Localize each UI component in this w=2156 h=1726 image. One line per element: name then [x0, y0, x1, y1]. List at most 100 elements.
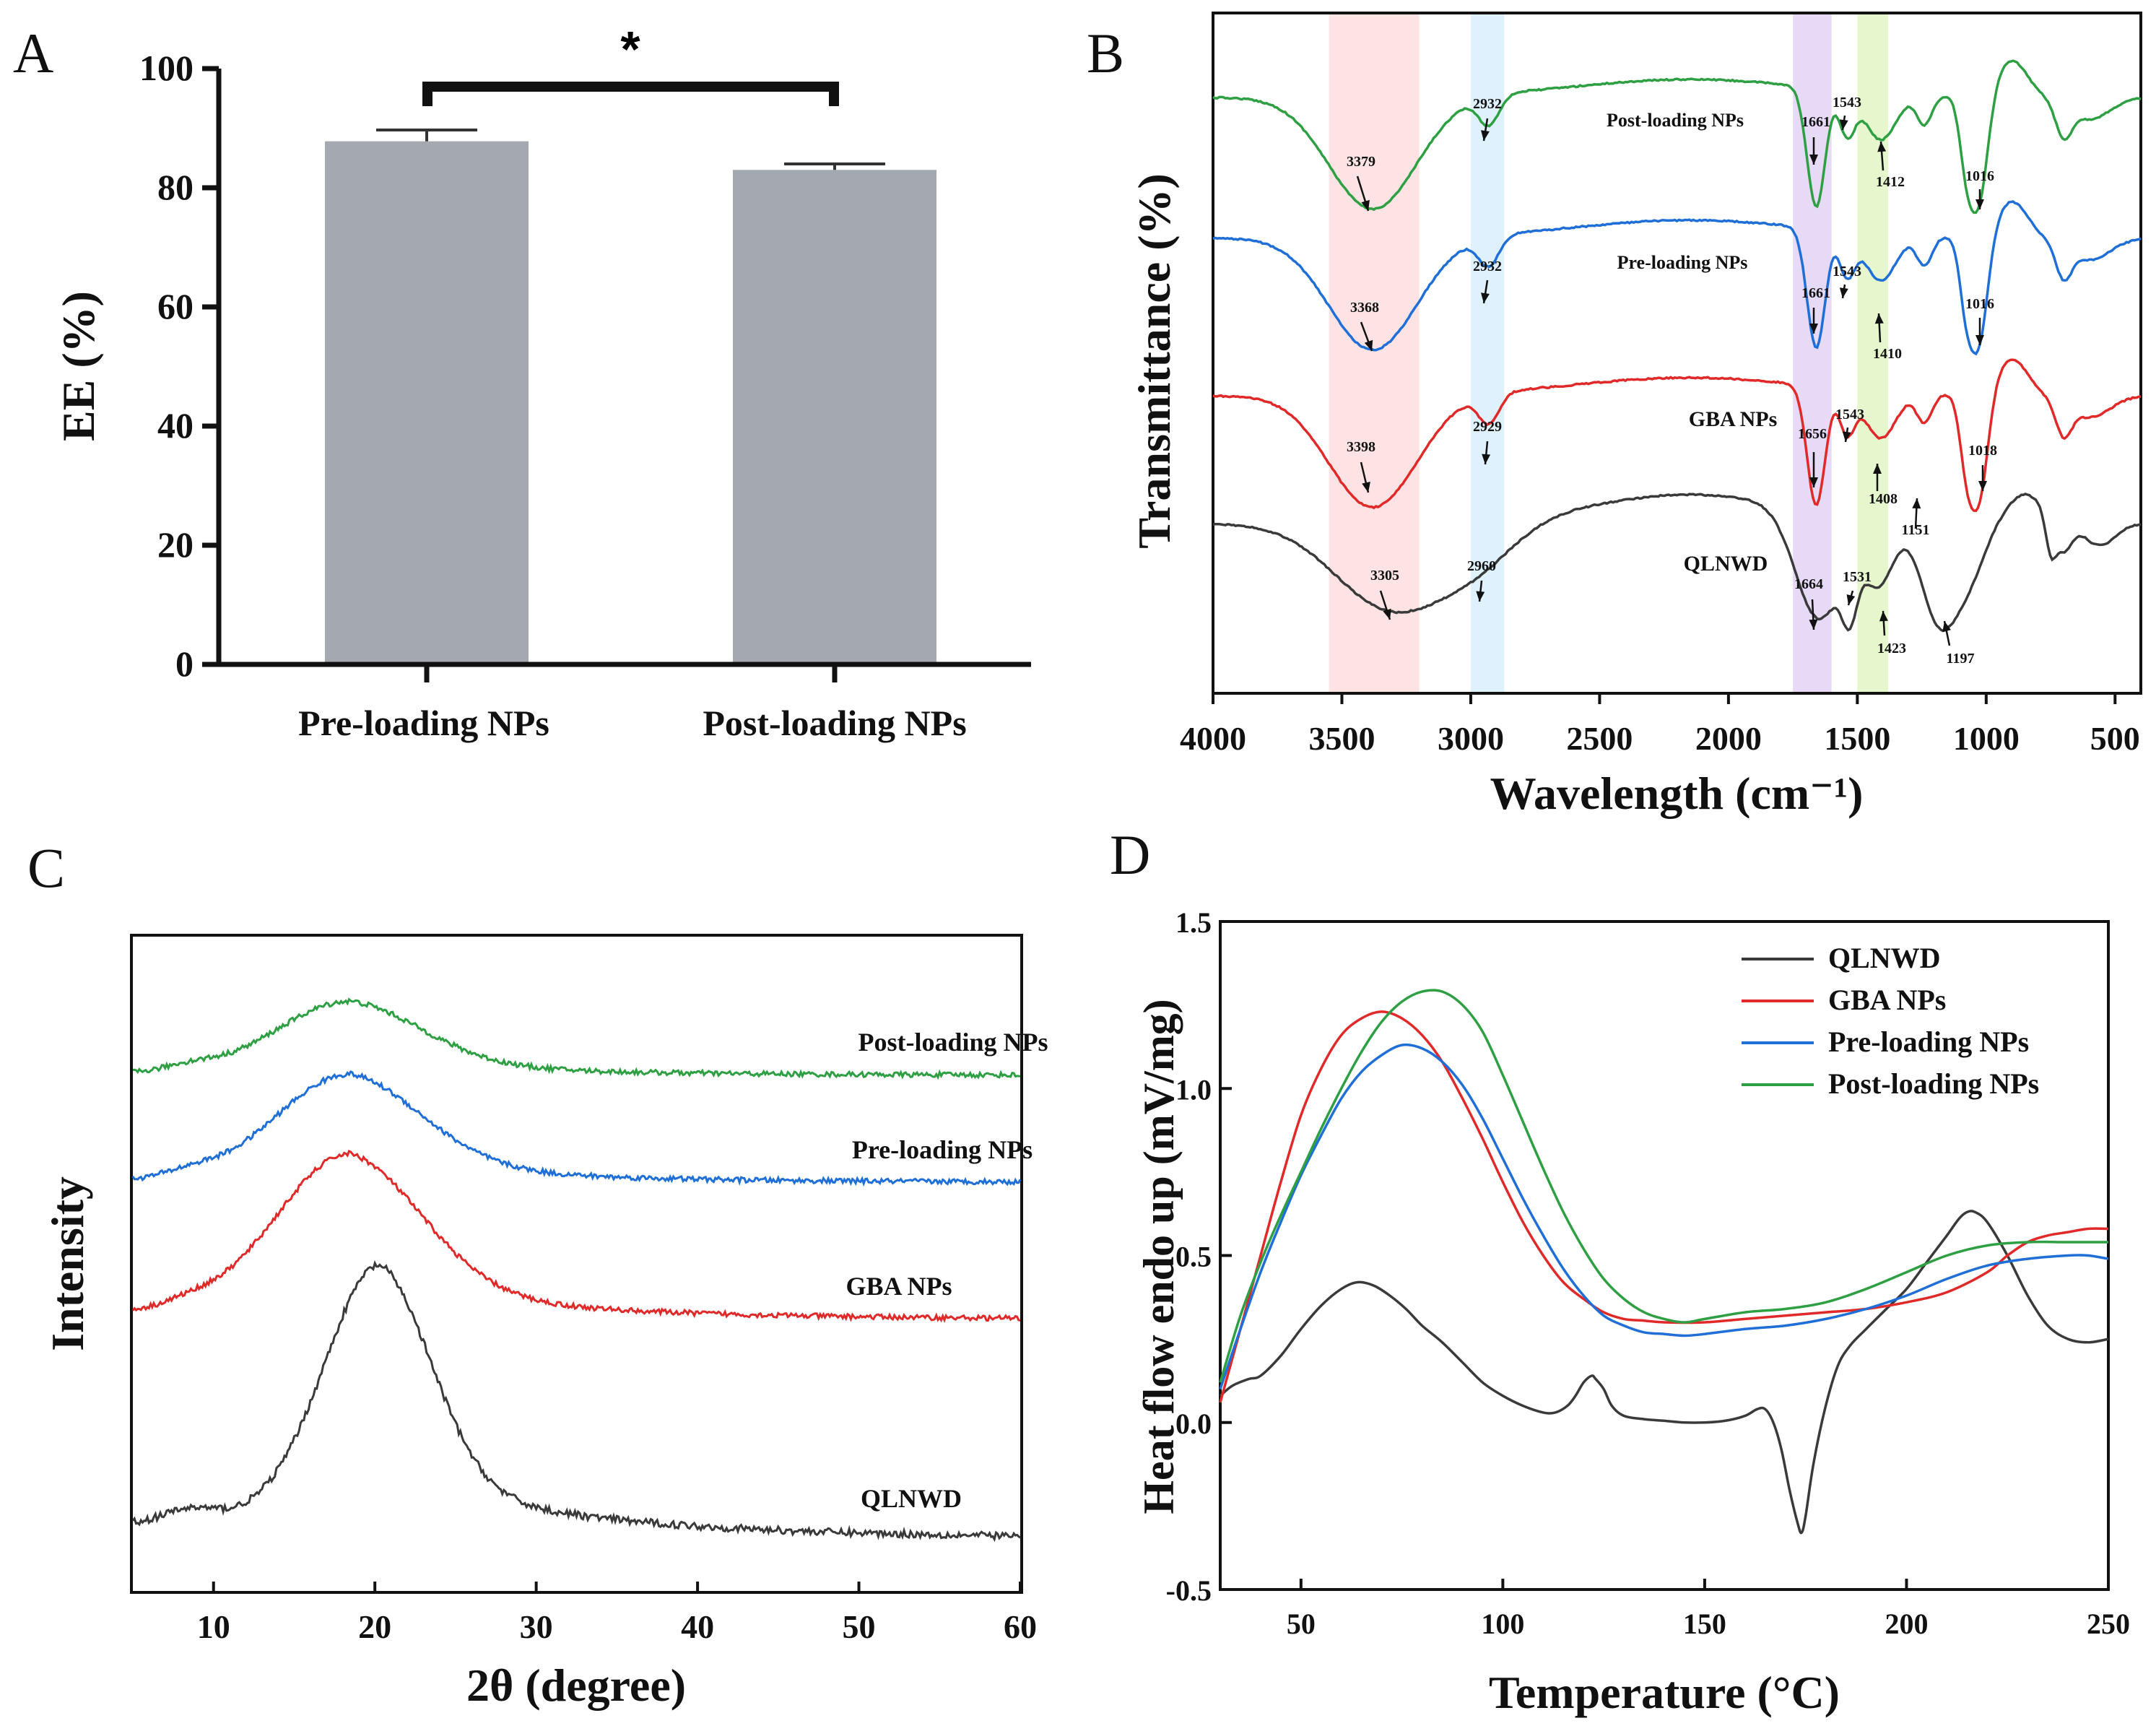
y-tick-label: 0 [175, 643, 194, 684]
peak-label-3398: 3398 [1347, 439, 1375, 455]
peak-label-1543: 1543 [1833, 95, 1861, 110]
bar-pre-loading-nps [325, 141, 529, 664]
panel-c-y-title: Intensity [42, 1176, 93, 1351]
peak-arrow-head [1809, 324, 1818, 334]
panel-b-x-title: Wavelength (cm⁻¹) [1490, 768, 1864, 819]
panel-d-frame [1219, 920, 2110, 1591]
xrd-label-qlnwd: QLNWD [861, 1484, 962, 1513]
peak-label-2929: 2929 [1473, 419, 1502, 435]
highlight-band [1329, 14, 1420, 692]
xrd-label-gba-nps: GBA NPs [846, 1272, 952, 1301]
x-tick-label: 150 [1683, 1608, 1726, 1640]
peak-arrow-head [1364, 339, 1373, 351]
x-tick-label: 200 [1885, 1608, 1928, 1640]
peak-arrow-head [1481, 292, 1490, 303]
legend-label-pre-loading-nps: Pre-loading NPs [1828, 1025, 2029, 1058]
peak-arrow-head [1874, 313, 1884, 324]
peak-arrow-head [1362, 482, 1370, 493]
peak-label-1423: 1423 [1877, 641, 1906, 656]
peak-arrow-head [1877, 142, 1887, 152]
x-tick-label: 40 [681, 1608, 714, 1645]
xrd-label-pre-loading-nps: Pre-loading NPs [852, 1135, 1033, 1164]
panel-a-y-title: EE (%) [53, 291, 104, 441]
x-tick-label: 2500 [1566, 720, 1633, 757]
x-tick-label: 1500 [1824, 720, 1890, 757]
peak-label-3368: 3368 [1350, 300, 1379, 316]
dsc-gba-nps [1219, 1010, 2109, 1403]
peak-arrow-head [1361, 199, 1370, 211]
panel-c-letter: C [27, 836, 65, 899]
panel-b-letter: B [1087, 22, 1124, 84]
x-tick-label: 60 [1004, 1608, 1037, 1645]
peak-label-1543: 1543 [1833, 264, 1861, 279]
spectrum-gba-nps [1212, 358, 2142, 513]
panel-b-frame [1212, 12, 2142, 695]
x-tick-label: 3000 [1438, 720, 1504, 757]
peak-arrow-head [1839, 119, 1848, 130]
panel-c-x-title: 2θ (degree) [466, 1660, 686, 1711]
peak-label-2932: 2932 [1473, 259, 1502, 274]
panel-c: C Post-loading NPs Pre-loading NPs GBA NPs… [27, 836, 1048, 1711]
x-tick-label: 2000 [1695, 720, 1762, 757]
peak-arrow-head [1879, 611, 1888, 622]
y-tick-label: 1.5 [1175, 906, 1212, 939]
x-tick-label: 30 [520, 1608, 553, 1645]
peak-arrow-head [1942, 621, 1951, 632]
panel-a: A 0 20 40 60 80 100 Pre-loading NPs Post-loadi… [13, 21, 1031, 743]
x-category-pre-loading-nps: Pre-loading NPs [298, 703, 549, 743]
panel-d-letter: D [1110, 823, 1150, 886]
x-category-post-loading-nps: Post-loading NPs [703, 703, 966, 743]
xrd-post-loading-nps [132, 997, 1021, 1080]
peak-arrow-head [1975, 199, 1984, 209]
spectrum-label-pre-loading-nps: Pre-loading NPs [1617, 252, 1748, 273]
peak-arrow-head [1846, 594, 1856, 605]
peak-label-1664: 1664 [1794, 576, 1823, 592]
peak-arrow-head [1476, 591, 1485, 602]
peak-label-1197: 1197 [1947, 651, 1975, 667]
dsc-qlnwd [1219, 1210, 2109, 1535]
y-tick-label: 100 [139, 48, 194, 88]
legend-label-qlnwd: QLNWD [1828, 942, 1941, 974]
peak-arrow-head [1481, 130, 1490, 141]
peak-label-1151: 1151 [1902, 522, 1930, 538]
peak-arrow-head [1482, 454, 1491, 464]
highlight-band [1470, 14, 1505, 692]
peak-arrow-head [1873, 464, 1882, 474]
spectrum-label-post-loading-nps: Post-loading NPs [1607, 110, 1744, 131]
spectrum-label-qlnwd: QLNWD [1684, 552, 1768, 576]
y-tick-label: 0.5 [1175, 1241, 1212, 1273]
y-tick-label: 20 [157, 524, 194, 565]
x-tick-label: 50 [843, 1608, 876, 1645]
peak-arrow-head [1809, 619, 1818, 630]
panel-d: D -0.5 0.0 0.5 1.0 1.5 50 100 150 200 250 QLNWD G… [1110, 823, 2130, 1718]
peak-arrow-head [1839, 287, 1848, 298]
peak-label-2960: 2960 [1467, 558, 1496, 574]
significance-bracket [422, 82, 839, 106]
highlight-band [1857, 14, 1889, 692]
x-tick-label: 250 [2087, 1608, 2130, 1640]
x-tick-label: 1000 [1953, 720, 2020, 757]
y-tick-label: 40 [157, 405, 194, 446]
x-tick-label: 10 [197, 1608, 230, 1645]
highlight-band [1793, 14, 1832, 692]
spectrum-pre-loading-nps [1212, 200, 2142, 356]
bar-post-loading-nps [733, 170, 936, 664]
dsc-pre-loading-nps [1219, 1043, 2109, 1390]
x-tick-label: 50 [1287, 1608, 1316, 1640]
peak-arrow-head [1978, 481, 1987, 491]
x-tick-label: 3500 [1308, 720, 1375, 757]
peak-label-1531: 1531 [1843, 569, 1872, 585]
peak-label-1410: 1410 [1873, 346, 1902, 362]
panel-a-letter: A [13, 22, 53, 84]
peak-label-1661: 1661 [1801, 114, 1830, 130]
peak-arrow-head [1809, 155, 1818, 165]
xrd-qlnwd [131, 1259, 1021, 1543]
y-tick-label: -0.5 [1166, 1574, 1212, 1607]
x-tick-label: 100 [1481, 1608, 1524, 1640]
panel-b-y-title: Transmittance (%) [1129, 173, 1180, 549]
peak-arrow-head [1842, 431, 1851, 442]
peak-arrow-head [1383, 608, 1391, 620]
peak-arrow-head [1975, 335, 1984, 345]
